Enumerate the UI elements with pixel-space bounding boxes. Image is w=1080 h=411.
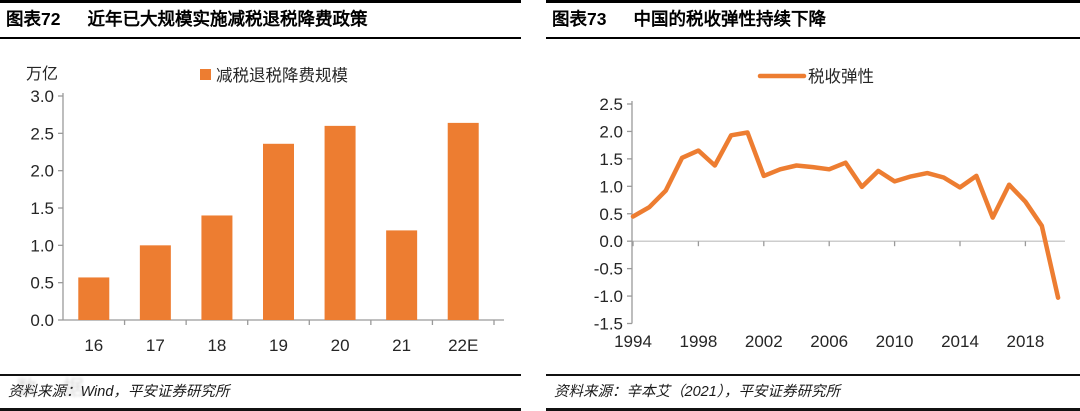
x-tick-label: 21: [392, 336, 411, 355]
y-tick-label: 0.0: [30, 311, 54, 330]
figure-72-panel: 图表72 近年已大规模实施减税退税降费政策 0.0 0.5 1.0 1.5 2.0 2.5…: [0, 0, 521, 411]
bar-19: [263, 143, 294, 320]
y-tick-label: 1.5: [599, 150, 623, 169]
y-tick-label: 2.0: [30, 162, 54, 181]
figure-72-number: 图表72: [6, 9, 61, 29]
figure-72-header: 图表72 近年已大规模实施减税退税降费政策: [0, 0, 521, 39]
y-tick-label: -1.5: [594, 315, 623, 334]
bar-21: [386, 230, 418, 320]
figure-73-source-row: 资料来源：辛本艾（2021），平安证券研究所: [546, 374, 1080, 411]
x-tick-label: 1994: [614, 332, 652, 351]
bar-17: [139, 245, 171, 320]
y-tick-label: 2.5: [599, 95, 623, 114]
x-tick-label: 2014: [941, 332, 979, 351]
x-tick-label: 17: [146, 336, 165, 355]
y-tick-label: 3.0: [30, 87, 54, 106]
figure-73-title: 中国的税收弹性持续下降: [633, 9, 826, 29]
legend-square-marker: [200, 69, 211, 80]
y-tick-label: 2.0: [599, 122, 623, 141]
x-tick-label: 18: [207, 336, 226, 355]
bar-20: [324, 125, 356, 320]
bar-chart-svg: 0.0 0.5 1.0 1.5 2.0 2.5 3.0 16 17 18 19 20 21 22E 万亿 减税…: [26, 65, 504, 355]
bar-chart: 0.0 0.5 1.0 1.5 2.0 2.5 3.0 16 17 18 19 20 21 22E 万亿 减税…: [0, 39, 521, 374]
figure-73-source-text: 资料来源：辛本艾（2021），平安证券研究所: [554, 384, 841, 400]
x-tick-label: 2002: [745, 332, 783, 351]
figure-73-number: 图表73: [552, 9, 607, 29]
x-tick-label: 16: [84, 336, 103, 355]
y-tick-label: -0.5: [594, 260, 623, 279]
bar-16: [78, 277, 110, 320]
line-chart: 2.5 2.0 1.5 1.0 0.5 0.0 -0.5 -1.0 -1.5 1994 1998 20…: [546, 39, 1080, 374]
figure-73-panel: 图表73 中国的税收弹性持续下降 2.5 2.0 1.5 1.0 0.5 0.0 -0.5 -…: [546, 0, 1080, 411]
y-tick-label: 2.5: [30, 124, 54, 143]
legend-label: 减税退税降费规模: [216, 66, 348, 85]
x-tick-label: 19: [269, 336, 288, 355]
legend-label: 税收弹性: [808, 67, 874, 86]
x-tick-label: 22E: [448, 336, 478, 355]
x-tick-label: 1998: [679, 332, 717, 351]
figure-72-title: 近年已大规模实施减税退税降费政策: [87, 9, 368, 29]
bar-22E: [447, 122, 479, 320]
y-tick-label: -1.0: [594, 287, 623, 306]
y-tick-label: 1.5: [30, 199, 54, 218]
x-tick-label: 2010: [876, 332, 914, 351]
y-axis-unit-label: 万亿: [26, 65, 58, 83]
y-tick-label: 1.0: [30, 236, 54, 255]
x-tick-label: 20: [331, 336, 350, 355]
figure-73-header: 图表73 中国的税收弹性持续下降: [546, 0, 1080, 39]
y-tick-label: 0.5: [30, 274, 54, 293]
x-tick-label: 2006: [810, 332, 848, 351]
tax-elasticity-line: [630, 130, 1061, 300]
y-tick-label: 0.5: [599, 205, 623, 224]
y-tick-label: 0.0: [599, 232, 623, 251]
figure-72-source-text: 资料来源：Wind，平安证券研究所: [8, 384, 230, 400]
x-tick-label: 2018: [1006, 332, 1044, 351]
figure-72-source-row: 数据 资料来源：Wind，平安证券研究所: [0, 374, 521, 411]
y-tick-label: 1.0: [599, 177, 623, 196]
bar-18: [201, 215, 233, 320]
